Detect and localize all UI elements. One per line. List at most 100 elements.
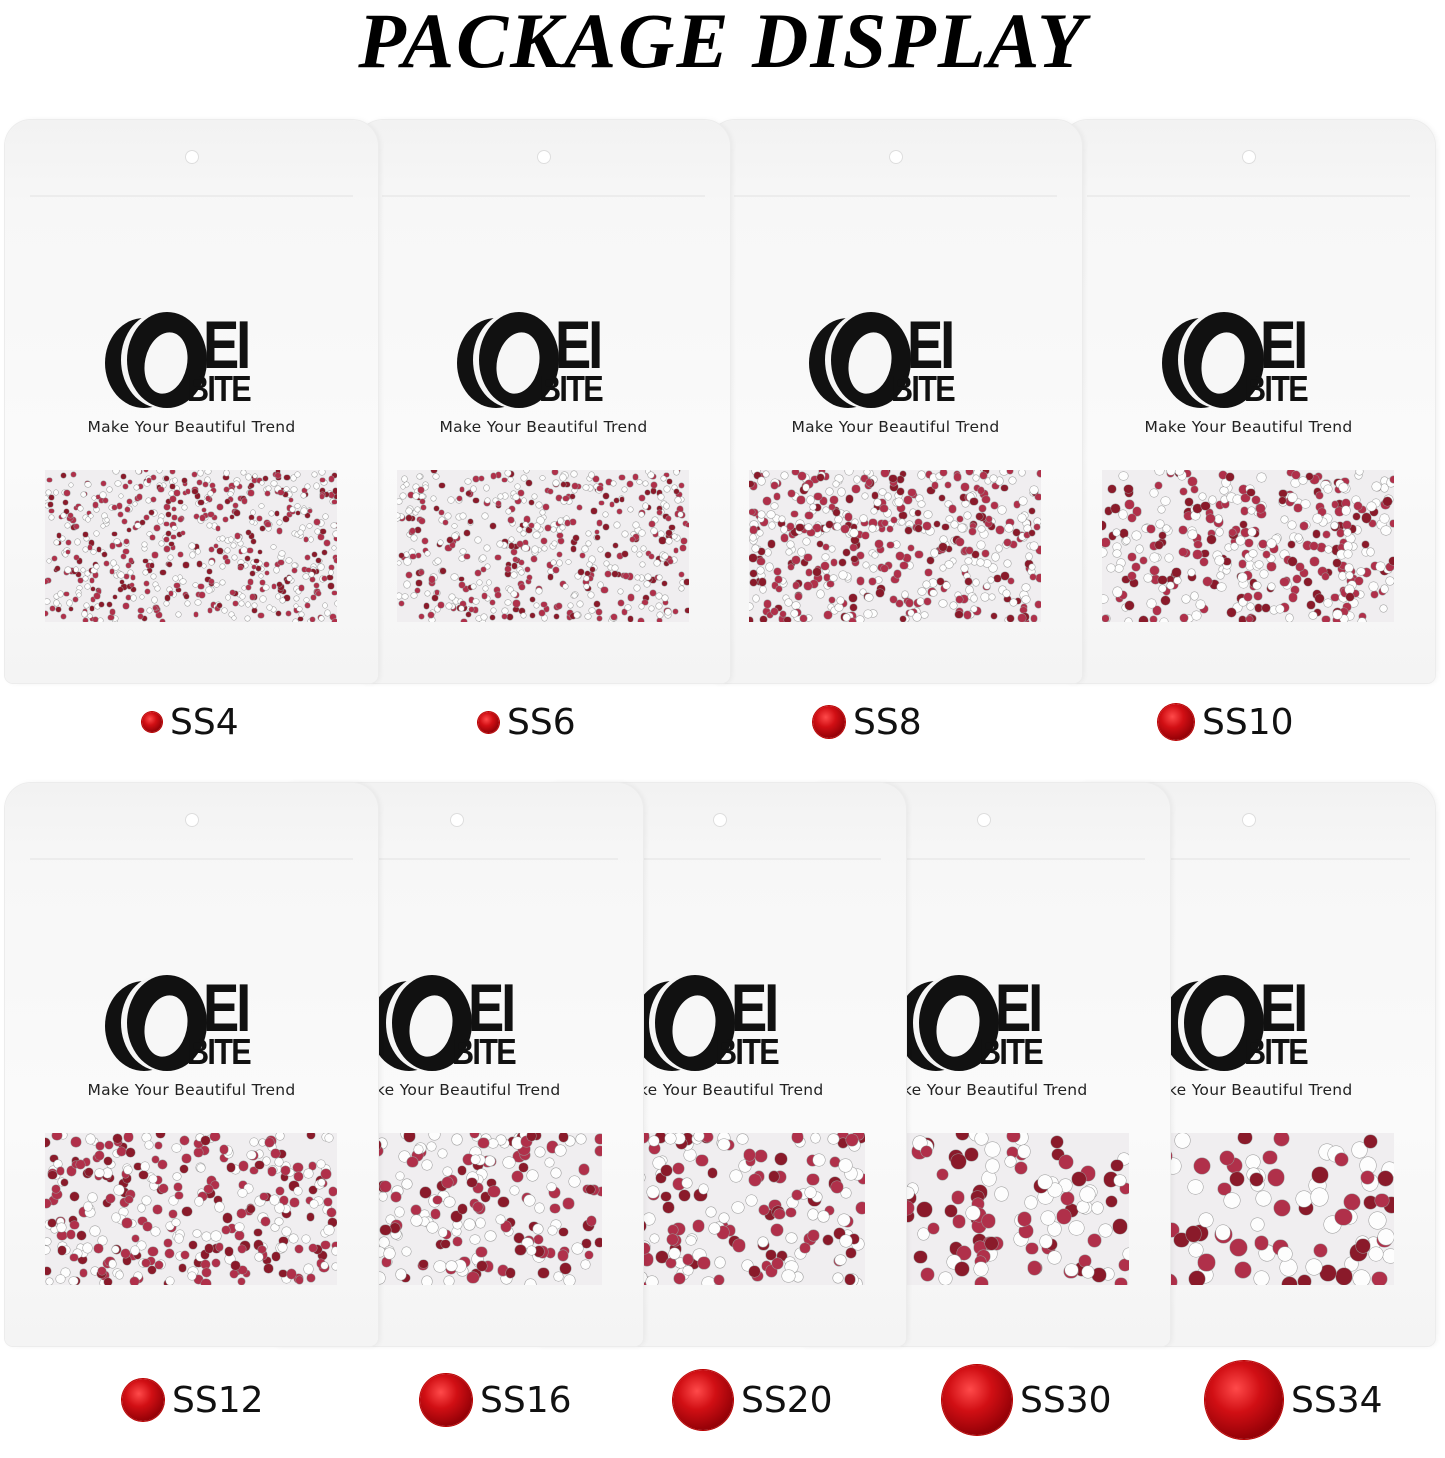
rhinestone xyxy=(505,1267,516,1278)
rhinestone xyxy=(1263,551,1270,558)
rhinestone xyxy=(914,525,922,533)
rhinestone xyxy=(822,567,830,575)
rhinestone xyxy=(774,1208,786,1220)
rhinestone xyxy=(570,612,577,619)
rhinestone xyxy=(869,578,876,585)
rhinestone xyxy=(656,505,663,512)
rhinestone xyxy=(495,1135,506,1146)
rhinestone xyxy=(192,488,198,495)
rhinestone xyxy=(917,1202,933,1218)
rhinestone xyxy=(205,576,211,583)
rhinestone xyxy=(533,1234,544,1245)
rhinestone xyxy=(939,1271,953,1285)
rhinestone xyxy=(259,580,265,585)
rhinestone xyxy=(280,588,287,595)
rhinestone xyxy=(195,549,200,554)
rhinestone xyxy=(451,1134,463,1145)
rhinestone xyxy=(592,476,599,482)
rhinestone xyxy=(1279,550,1289,560)
rhinestone xyxy=(70,1221,79,1230)
rhinestone xyxy=(586,475,593,482)
rhinestone xyxy=(91,1267,99,1275)
rhinestone xyxy=(150,1227,160,1237)
zip-seal xyxy=(30,858,353,860)
rhinestone xyxy=(410,534,417,541)
rhinestone xyxy=(839,571,848,580)
rhinestone xyxy=(1319,518,1328,526)
rhinestone xyxy=(411,1205,422,1216)
rhinestone xyxy=(961,569,969,576)
rhinestone xyxy=(635,575,641,581)
rhinestone xyxy=(93,617,98,622)
rhinestone xyxy=(677,511,683,517)
rhinestone xyxy=(496,1214,506,1224)
rhinestone xyxy=(908,609,915,616)
rhinestone xyxy=(887,526,894,533)
rhinestone xyxy=(933,520,940,527)
rhinestone xyxy=(648,472,655,479)
rhinestone xyxy=(849,594,857,602)
rhinestone xyxy=(820,497,828,505)
rhinestone xyxy=(645,504,652,511)
rhinestone xyxy=(308,537,314,543)
rhinestone xyxy=(905,599,914,607)
rhinestone xyxy=(274,561,281,568)
rhinestone xyxy=(470,1147,482,1159)
rhinestone xyxy=(517,527,522,532)
rhinestone xyxy=(180,1250,190,1259)
rhinestone xyxy=(753,471,761,479)
rhinestone xyxy=(262,475,268,481)
rhinestone xyxy=(247,1150,256,1159)
rhinestone xyxy=(1278,1247,1292,1261)
rhinestone xyxy=(72,596,79,603)
rhinestone xyxy=(438,540,444,546)
rhinestone xyxy=(526,1245,536,1255)
rhinestone xyxy=(277,1243,287,1253)
rhinestone xyxy=(621,609,627,615)
rhinestone xyxy=(540,475,545,481)
rhinestone xyxy=(1112,1219,1128,1234)
rhinestone xyxy=(577,569,584,576)
rhinestone xyxy=(91,586,96,592)
rhinestone xyxy=(865,479,873,486)
hang-hole xyxy=(449,813,464,827)
rhinestone xyxy=(105,1141,114,1150)
rhinestone xyxy=(655,1133,666,1143)
rhinestone xyxy=(1000,470,1008,476)
rhinestone xyxy=(527,575,533,581)
rhinestone xyxy=(1201,549,1209,558)
rhinestone xyxy=(256,566,261,572)
rhinestone xyxy=(1240,507,1249,515)
rhinestone xyxy=(332,619,337,622)
rhinestone xyxy=(404,558,411,565)
rhinestone xyxy=(813,529,822,537)
rhinestone xyxy=(69,1191,80,1202)
rhinestone xyxy=(778,615,786,622)
rhinestone xyxy=(630,531,636,537)
rhinestone xyxy=(1313,514,1323,524)
rhinestone xyxy=(822,554,829,561)
rhinestone xyxy=(405,508,412,514)
rhinestone xyxy=(490,607,497,614)
rhinestone xyxy=(977,541,985,550)
rhinestone xyxy=(1343,521,1351,529)
rhinestone xyxy=(1383,1248,1394,1264)
rhinestone xyxy=(763,496,772,505)
rhinestone xyxy=(264,1264,273,1273)
rhinestone xyxy=(328,492,335,498)
rhinestone xyxy=(973,485,980,492)
rhinestone xyxy=(1111,1159,1123,1172)
rhinestone xyxy=(83,535,90,542)
rhinestone xyxy=(685,522,689,528)
rhinestone xyxy=(250,1166,258,1175)
rhinestone xyxy=(957,516,964,523)
rhinestone xyxy=(823,524,831,532)
rhinestone xyxy=(133,484,140,490)
rhinestone xyxy=(319,488,326,494)
rhinestone xyxy=(809,503,817,511)
rhinestone xyxy=(78,1207,89,1217)
rhinestone xyxy=(216,536,222,541)
rhinestone xyxy=(465,478,471,484)
rhinestone xyxy=(681,1177,693,1189)
rhinestone xyxy=(269,1195,280,1205)
